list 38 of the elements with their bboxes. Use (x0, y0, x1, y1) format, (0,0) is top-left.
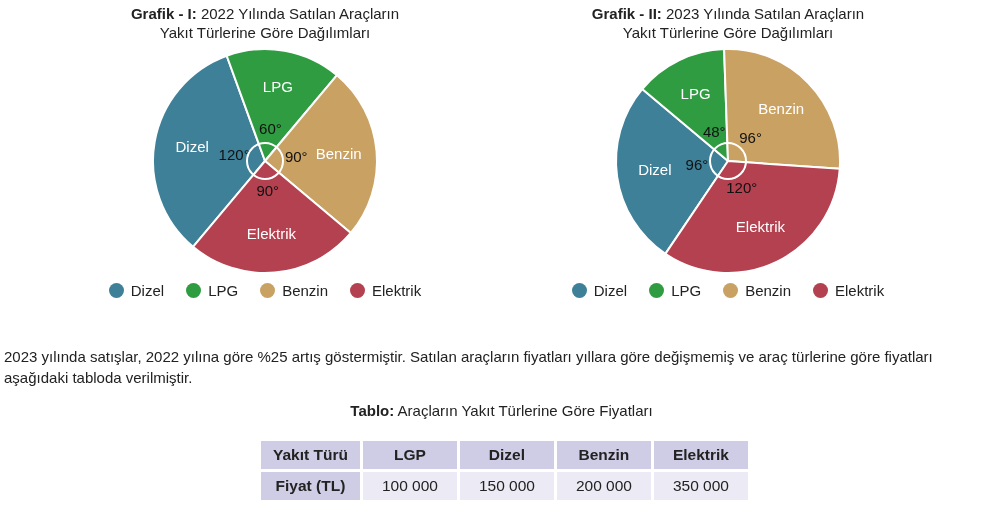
legend-label: Benzin (744, 282, 792, 299)
data-label: 350 000 (653, 472, 748, 500)
data-label: 150 000 (459, 472, 554, 500)
data-label: 48° (702, 122, 726, 140)
text: 2023 yılında satışlar, 2022 yılına göre %25 artış göstermiştir. Satılan araçların fiyatları yıllara göre değişmemiş ve araç türlerine göre fiyatları aşağıdaki tabloda verilmiştir. (4, 347, 934, 388)
data-label: 120° (218, 145, 250, 163)
slice-label: Dizel (638, 161, 672, 179)
legend-label: Elektrik (371, 282, 422, 299)
data-label: 60° (259, 120, 282, 138)
category-label: LGP (362, 441, 457, 469)
slice-label: Elektrik (735, 217, 786, 235)
slice-label: Benzin (758, 99, 805, 117)
slice-label: Benzin (315, 144, 362, 162)
chart-title: Grafik - I: 2022 Yılında Satılan Araçların Yakıt Türlerine Göre Dağılımları (129, 4, 401, 42)
text: Fiyat (TL) (261, 472, 360, 500)
text: Tablo: Araçların Yakıt Türlerine Göre Fiyatları (349, 402, 654, 419)
slice-label: Dizel (175, 138, 209, 156)
text: Yakıt Türü (261, 441, 360, 469)
slice-label: LPG (680, 84, 711, 102)
category-label: Elektrik (653, 441, 748, 469)
data-label: 200 000 (556, 472, 651, 500)
legend-label: Dizel (129, 282, 165, 299)
legend-label: Elektrik (834, 282, 885, 299)
legend-label: Dizel (592, 282, 628, 299)
legend-label: Benzin (281, 282, 329, 299)
category-label: Benzin (556, 441, 651, 469)
legend-label: LPG (670, 282, 702, 299)
slice-label: Elektrik (246, 224, 297, 242)
chart-title: Grafik - II: 2023 Yılında Satılan Araçların Yakıt Türlerine Göre Dağılımları (590, 4, 866, 42)
category-label: Dizel (459, 441, 554, 469)
data-label: 90° (256, 182, 280, 200)
data-label: 120° (726, 179, 758, 197)
data-label: 90° (284, 148, 308, 166)
data-label: 100 000 (362, 472, 457, 500)
slice-label: LPG (262, 78, 293, 96)
data-label: 96° (739, 129, 762, 147)
legend-label: LPG (207, 282, 239, 299)
data-label: 96° (685, 155, 709, 173)
